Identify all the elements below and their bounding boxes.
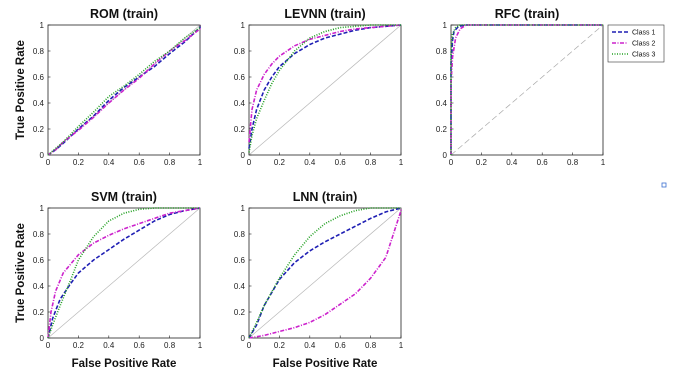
y-tick-label: 1 <box>241 204 246 213</box>
y-tick-label: 0.8 <box>33 230 45 239</box>
x-tick-label: 0.2 <box>274 341 286 350</box>
panel-svm: SVM (train) True Positive Rate False Pos… <box>15 190 203 370</box>
x-tick-label: 0.6 <box>134 341 146 350</box>
x-tick-label: 0.8 <box>567 158 579 167</box>
x-tick-label: 1 <box>399 341 404 350</box>
y-tick-label: 0.8 <box>33 47 45 56</box>
panel-levnn: LEVNN (train) 0 0.2 0.4 0.6 0.8 1 0 0.2 0.4 0.6 0.… <box>234 7 404 167</box>
x-tick-label: 0.2 <box>476 158 488 167</box>
chance-diagonal <box>248 24 402 156</box>
y-tick-label: 1 <box>40 21 45 30</box>
y-tick-label: 0.2 <box>33 308 45 317</box>
y-tick-label: 0 <box>241 151 246 160</box>
x-tick-label: 0.6 <box>335 341 347 350</box>
x-tick-label: 0.6 <box>335 158 347 167</box>
legend: Class 1 Class 2 Class 3 <box>607 24 665 63</box>
x-tick-label: 0.4 <box>506 158 518 167</box>
y-tick-label: 1 <box>241 21 246 30</box>
x-tick-label: 0.4 <box>304 341 316 350</box>
series-line-class-3 <box>47 207 200 339</box>
x-tick-label: 0.4 <box>103 341 115 350</box>
panel-lnn: LNN (train) False Positive Rate 0 0.2 0.4 0… <box>234 190 404 370</box>
legend-label-class-3: Class 3 <box>632 52 655 59</box>
chance-diagonal <box>47 207 201 339</box>
y-tick-label: 0.8 <box>234 47 246 56</box>
x-tick-label: 0 <box>46 341 51 350</box>
series-line-class-1 <box>47 25 201 156</box>
y-tick-label: 0.6 <box>234 73 246 82</box>
y-tick-label: 0.2 <box>33 125 45 134</box>
x-tick-label: 0.2 <box>274 158 286 167</box>
y-tick-label: 0 <box>443 151 448 160</box>
y-axis-label: True Positive Rate <box>15 40 27 140</box>
legend-box <box>607 24 665 63</box>
y-tick-label: 0.4 <box>436 99 448 108</box>
x-tick-label: 0.4 <box>103 158 115 167</box>
y-tick-label: 1 <box>443 21 448 30</box>
y-tick-label: 0 <box>40 151 45 160</box>
x-tick-label: 0 <box>449 158 454 167</box>
panel-title: SVM (train) <box>91 190 157 204</box>
x-tick-label: 0.8 <box>365 158 377 167</box>
x-tick-label: 0.6 <box>537 158 549 167</box>
x-tick-label: 0.8 <box>164 158 176 167</box>
y-tick-label: 0.6 <box>234 256 246 265</box>
panel-title: LNN (train) <box>293 190 358 204</box>
series-line-class-2 <box>248 24 402 143</box>
y-tick-label: 0.4 <box>33 99 45 108</box>
y-tick-label: 0.8 <box>234 230 246 239</box>
y-tick-label: 0.2 <box>436 125 448 134</box>
y-tick-label: 0.4 <box>33 282 45 291</box>
marker-square <box>661 182 667 188</box>
x-tick-label: 0 <box>46 158 51 167</box>
chance-diagonal <box>248 207 402 339</box>
x-axis-label: False Positive Rate <box>72 358 177 370</box>
x-tick-label: 0.8 <box>164 341 176 350</box>
y-tick-label: 0.8 <box>436 47 448 56</box>
y-axis-label: True Positive Rate <box>15 223 27 323</box>
x-axis-label: False Positive Rate <box>273 358 378 370</box>
x-tick-label: 0.6 <box>134 158 146 167</box>
y-tick-label: 0.6 <box>33 256 45 265</box>
y-tick-label: 0.2 <box>234 308 246 317</box>
x-tick-label: 1 <box>198 158 203 167</box>
panel-rfc: RFC (train) 0 0.2 0.4 0.6 0.8 1 0 0.2 0.4 0.6 0.8 1 <box>436 7 606 167</box>
legend-label-class-2: Class 2 <box>632 41 655 48</box>
x-tick-label: 1 <box>198 341 203 350</box>
panel-title: LEVNN (train) <box>284 7 365 21</box>
x-tick-label: 0.8 <box>365 341 377 350</box>
legend-label-class-1: Class 1 <box>632 30 655 37</box>
x-tick-label: 0 <box>247 341 252 350</box>
series-line-class-3 <box>248 24 401 153</box>
x-tick-label: 0.2 <box>73 158 85 167</box>
y-tick-label: 0.2 <box>234 125 246 134</box>
x-tick-label: 0 <box>247 158 252 167</box>
x-tick-label: 1 <box>399 158 404 167</box>
panel-title: ROM (train) <box>90 7 158 21</box>
y-tick-label: 0.6 <box>436 73 448 82</box>
x-tick-label: 1 <box>601 158 606 167</box>
series-line-class-1 <box>248 207 402 339</box>
series-line-class-2 <box>47 25 201 156</box>
panel-rom: ROM (train) True Positive Rate 0 0.2 0.4 0.… <box>15 7 203 167</box>
x-tick-label: 0.4 <box>304 158 316 167</box>
x-tick-label: 0.2 <box>73 341 85 350</box>
y-tick-label: 0 <box>40 334 45 343</box>
y-tick-label: 0 <box>241 334 246 343</box>
chance-diagonal <box>450 24 604 156</box>
y-tick-label: 1 <box>40 204 45 213</box>
series-line-class-3 <box>47 25 201 156</box>
series-line-class-2 <box>248 208 402 339</box>
panel-title: RFC (train) <box>495 7 560 21</box>
y-tick-label: 0.4 <box>234 99 246 108</box>
series-line-class-1 <box>47 207 201 339</box>
series-line-class-1 <box>248 24 402 149</box>
y-tick-label: 0.6 <box>33 73 45 82</box>
y-tick-label: 0.4 <box>234 282 246 291</box>
